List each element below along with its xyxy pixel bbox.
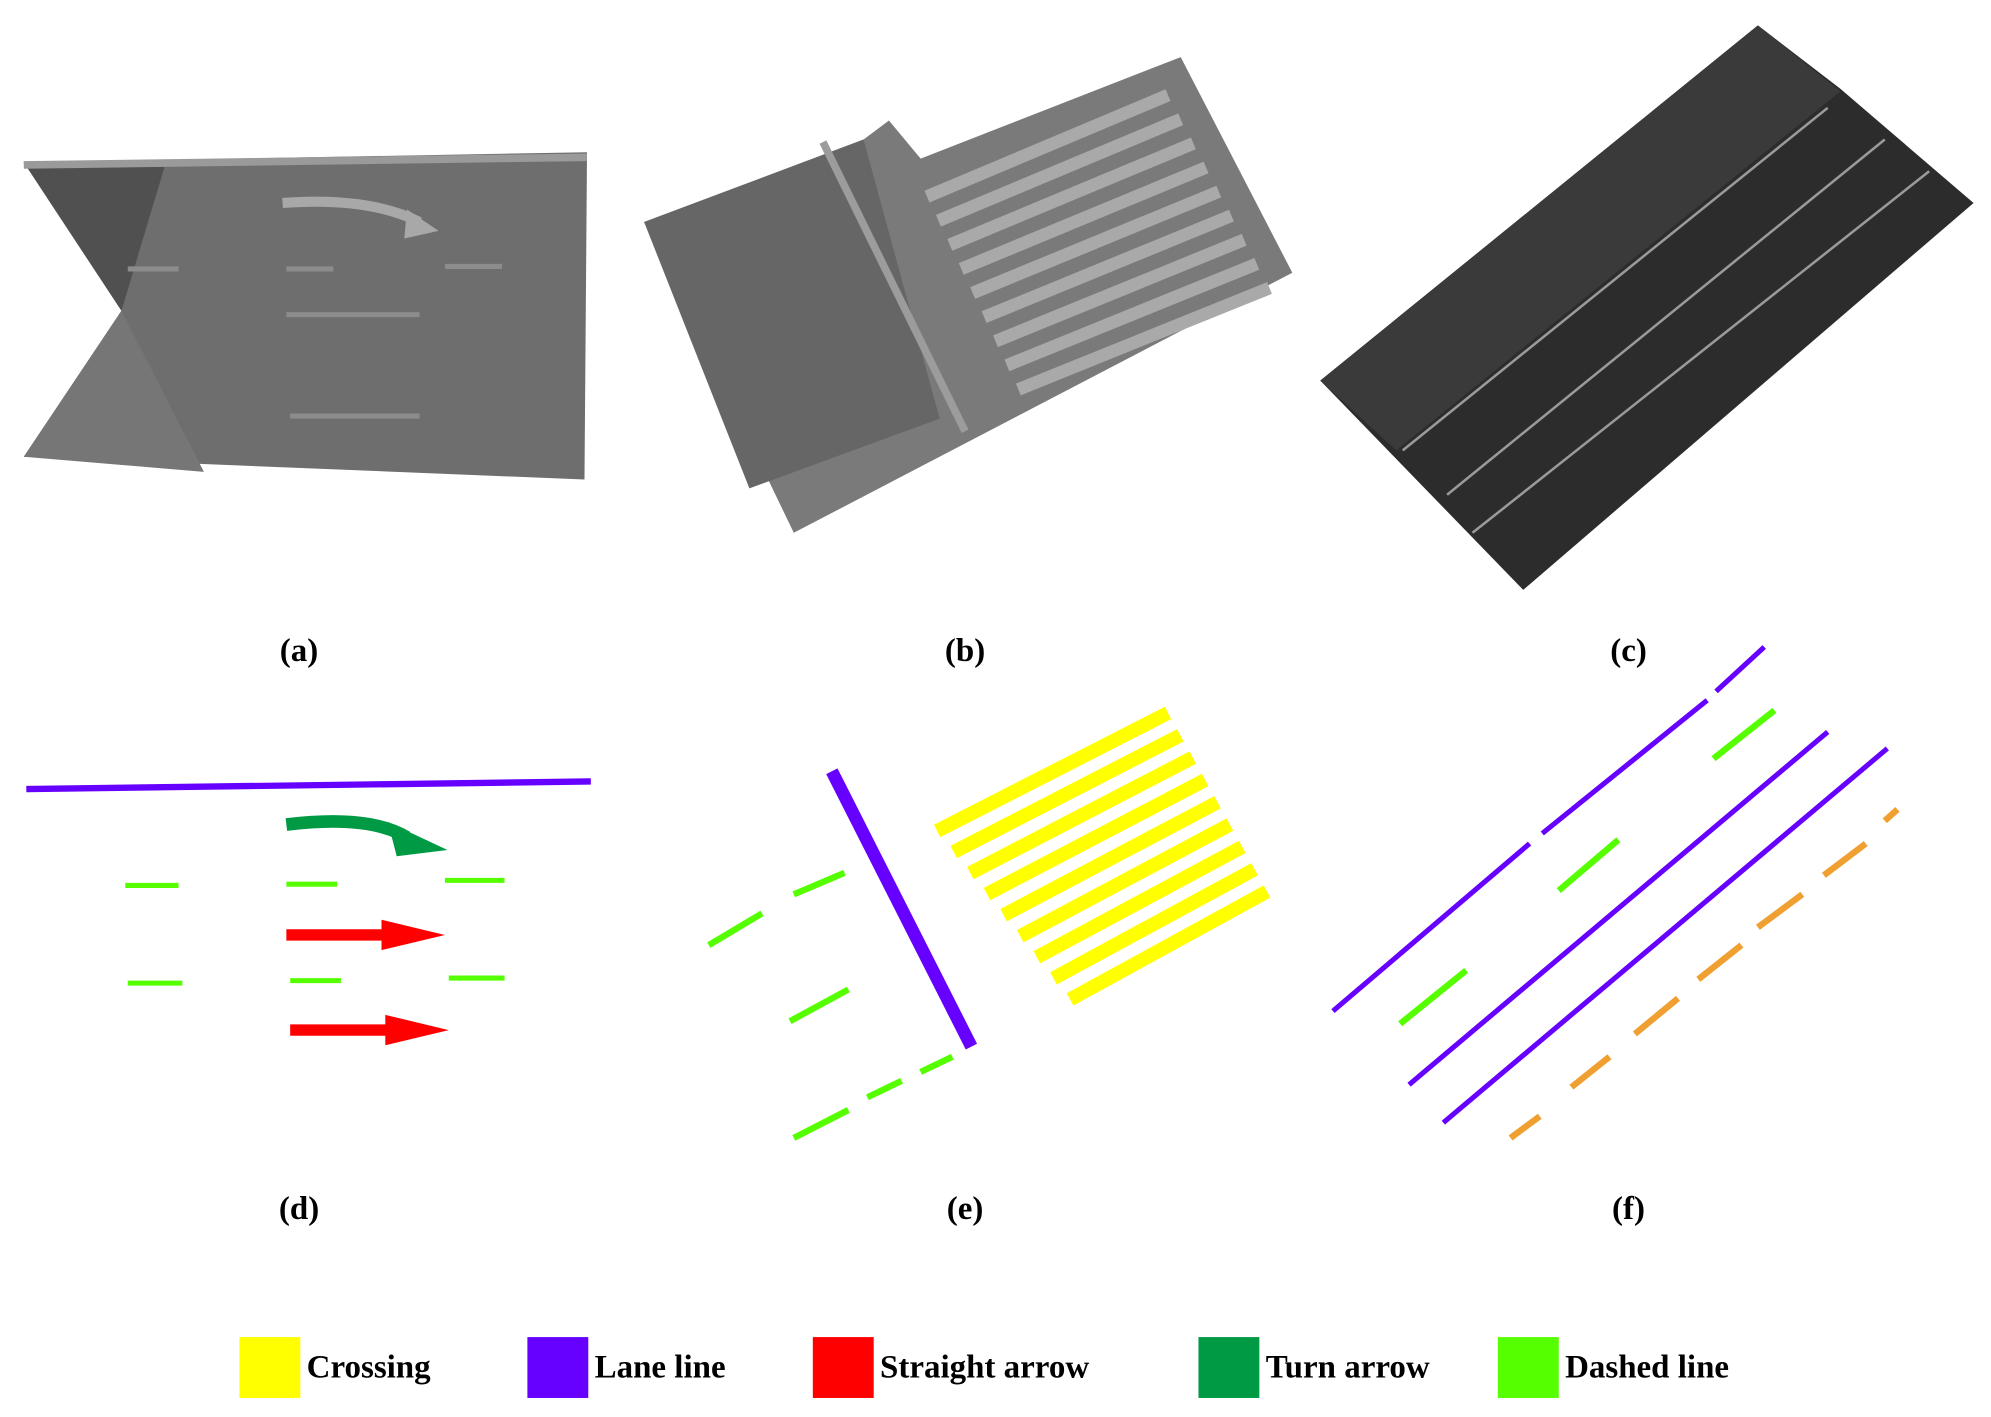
marking <box>707 869 954 1141</box>
panel-label: (e) <box>947 1191 984 1227</box>
stripe <box>958 161 1209 275</box>
panel-label: (c) <box>1610 633 1647 669</box>
crossing-stripe <box>1050 863 1258 985</box>
legend: Crossing Lane line Straight arrow Turn arro… <box>239 1337 1729 1398</box>
panel-a-image <box>23 152 588 480</box>
marking <box>385 1014 449 1046</box>
stripe <box>993 233 1247 348</box>
crossing-stripe <box>967 751 1196 880</box>
marking <box>826 768 978 1050</box>
legend-label: Straight arrow <box>880 1350 1089 1386</box>
crossing-stripe <box>1000 796 1221 922</box>
legend-swatch <box>1497 1337 1559 1398</box>
crossing-stripe <box>1016 818 1234 943</box>
stripe <box>970 185 1222 299</box>
legend-swatch <box>812 1337 874 1398</box>
marking <box>381 919 445 951</box>
stripe <box>947 137 1196 251</box>
crossing-stripe <box>950 729 1184 859</box>
marking <box>1398 707 1777 1027</box>
marking <box>26 778 591 793</box>
legend-swatch <box>527 1337 589 1398</box>
panel-label: (a) <box>280 633 318 669</box>
crossing-stripe <box>933 706 1172 838</box>
panel-label: (d) <box>279 1191 319 1227</box>
legend-label: Dashed line <box>1565 1350 1729 1386</box>
legend-label: Lane line <box>595 1350 726 1386</box>
panel-f-markings <box>1331 645 1900 1141</box>
panel-label: (f) <box>1612 1191 1645 1227</box>
panel-b-image <box>644 57 1293 533</box>
stripe <box>1015 282 1272 396</box>
panel-e-markings <box>707 706 1271 1141</box>
legend-swatch <box>239 1337 301 1398</box>
crossing-stripe <box>983 773 1209 901</box>
marking <box>387 822 448 857</box>
stripe <box>935 113 1184 227</box>
legend-label: Turn arrow <box>1266 1350 1430 1386</box>
crossing-stripe <box>1033 840 1246 964</box>
stripe <box>981 209 1234 324</box>
panel-d-markings <box>26 778 591 1046</box>
panel-label: (b) <box>945 633 985 669</box>
marking <box>933 706 1271 1006</box>
stripe <box>1004 257 1260 372</box>
legend-swatch <box>1198 1337 1260 1398</box>
legend-label: Crossing <box>307 1350 431 1386</box>
marking <box>125 877 505 986</box>
stripe <box>924 89 1171 203</box>
panel-c-image <box>1320 25 1974 590</box>
crossing-stripe <box>1066 885 1271 1006</box>
marking <box>1331 645 1889 1125</box>
